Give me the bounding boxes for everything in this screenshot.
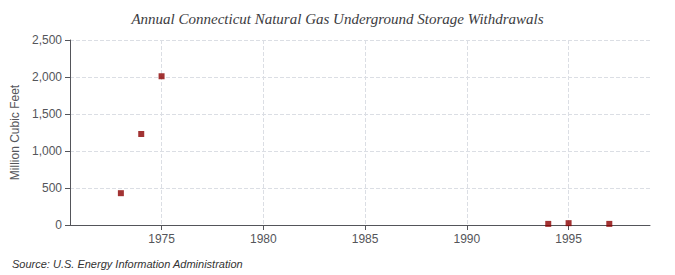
svg-text:2,500: 2,500 [32, 33, 62, 47]
svg-text:1,000: 1,000 [32, 144, 62, 158]
svg-text:1975: 1975 [148, 232, 175, 246]
svg-text:2,000: 2,000 [32, 70, 62, 84]
svg-text:500: 500 [42, 181, 62, 195]
svg-text:1985: 1985 [352, 232, 379, 246]
svg-text:Source: U.S. Energy Informatio: Source: U.S. Energy Information Administ… [12, 258, 243, 270]
svg-text:1990: 1990 [453, 232, 480, 246]
svg-text:1,500: 1,500 [32, 107, 62, 121]
svg-text:Million Cubic Feet: Million Cubic Feet [8, 84, 22, 180]
svg-text:Annual Connecticut Natural Gas: Annual Connecticut Natural Gas Undergrou… [130, 11, 543, 27]
svg-text:1995: 1995 [555, 232, 582, 246]
svg-text:0: 0 [55, 218, 62, 232]
svg-text:1980: 1980 [250, 232, 277, 246]
